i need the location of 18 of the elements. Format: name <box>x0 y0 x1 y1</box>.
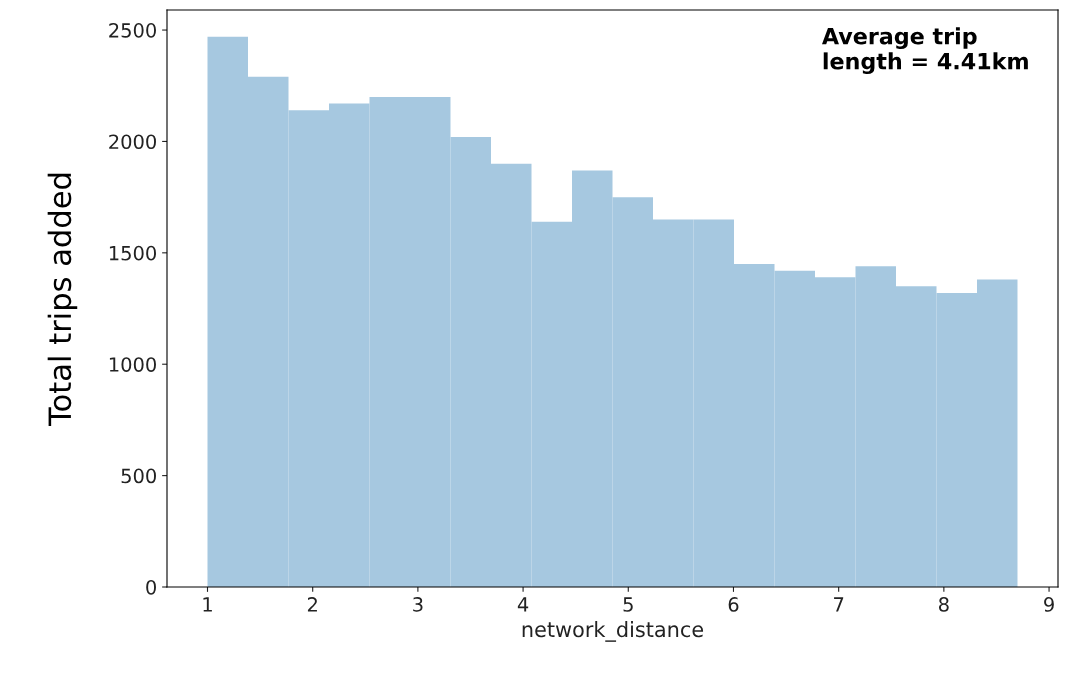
x-tick-label: 9 <box>1044 597 1054 612</box>
y-tick-label: 2500 <box>109 23 156 38</box>
x-tick-label: 2 <box>307 597 317 612</box>
y-tick-label: 1500 <box>109 245 156 261</box>
x-tick-label: 4 <box>517 597 529 612</box>
y-axis-title: Total trips added <box>47 173 78 427</box>
x-tick-label: 7 <box>834 597 844 612</box>
y-tick-label: 500 <box>121 468 156 484</box>
x-axis-title: network_distance <box>522 621 704 642</box>
y-tick-label: 1000 <box>109 357 156 372</box>
y-tick-label: 0 <box>146 579 156 595</box>
x-tick-label: 5 <box>623 597 633 612</box>
annotation: Average trip length = 4.41km <box>821 27 1028 75</box>
x-tick-label: 6 <box>728 597 739 612</box>
x-tick-label: 1 <box>203 597 212 612</box>
x-tick-label: 3 <box>413 597 423 612</box>
x-tick-label: 8 <box>939 597 949 612</box>
y-tick-label: 2000 <box>109 134 156 150</box>
